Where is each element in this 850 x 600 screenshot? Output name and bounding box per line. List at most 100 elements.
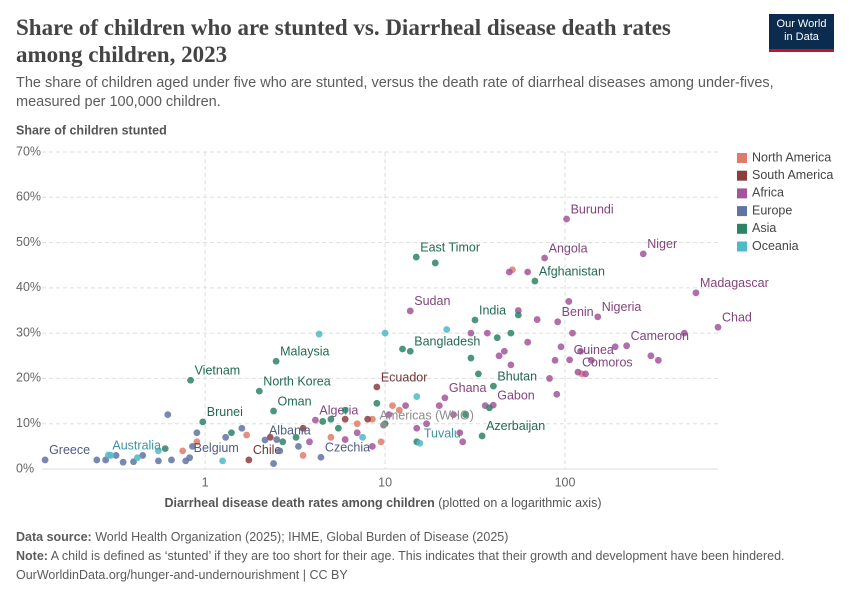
point (486, 404, 493, 412)
y-axis-title: Share of children stunted (16, 123, 167, 137)
legend-swatch (737, 223, 747, 234)
logo[interactable]: Our World in Data (769, 14, 834, 52)
point (155, 457, 162, 465)
x-axis-title-note: (plotted on a logarithmic axis) (438, 496, 601, 510)
point (456, 429, 464, 437)
point (315, 330, 323, 338)
point (193, 429, 201, 437)
point (546, 375, 553, 382)
point (222, 433, 230, 441)
point (435, 402, 443, 409)
point (462, 411, 469, 419)
point-label: Albania (269, 423, 311, 437)
y-tick-label: 0% (16, 461, 34, 475)
point (359, 433, 367, 441)
x-tick-label: 10 (378, 475, 392, 489)
point (406, 347, 414, 355)
point (524, 268, 532, 276)
point (623, 342, 631, 350)
point (514, 311, 522, 319)
point-label: Comoros (582, 355, 633, 369)
point (219, 457, 226, 465)
point-label: Ecuador (381, 370, 428, 384)
point-label: East Timor (420, 240, 480, 254)
point (353, 429, 361, 437)
point (505, 268, 513, 276)
point-label: Gabon (497, 388, 535, 402)
y-tick-label: 30% (16, 325, 41, 339)
point-label: Sudan (414, 294, 450, 308)
point (490, 382, 497, 390)
point (680, 329, 688, 337)
point (577, 347, 584, 355)
point-label: Burundi (571, 202, 614, 216)
y-tick-label: 10% (16, 416, 41, 430)
point (327, 415, 335, 423)
point (553, 390, 561, 398)
x-axis-title: Diarrheal disease death rates among chil… (164, 496, 601, 510)
point-label: Azerbaijan (486, 419, 545, 433)
logo-line: in Data (784, 31, 819, 43)
point (139, 452, 147, 459)
point (582, 370, 589, 378)
point (474, 370, 482, 378)
point-label: Angola (549, 241, 588, 255)
legend-label: South America (752, 168, 833, 182)
point (164, 411, 172, 419)
legend-label: Europe (752, 203, 792, 217)
point (639, 250, 647, 258)
point (594, 313, 602, 321)
point (565, 298, 573, 305)
url[interactable]: OurWorldinData.org/hunger-and-undernouri… (16, 568, 348, 582)
legend-swatch (737, 153, 747, 163)
point (334, 424, 342, 432)
point-label: Brunei (207, 405, 243, 419)
point-label: Cameroon (631, 329, 689, 343)
point-label: Chad (722, 311, 752, 325)
point (261, 436, 269, 444)
point (270, 460, 277, 467)
point (306, 438, 313, 446)
point (714, 323, 722, 331)
point (270, 407, 277, 415)
point-label: Oman (278, 394, 312, 408)
point (431, 259, 439, 267)
point (413, 424, 421, 432)
legend-swatch (737, 188, 747, 199)
point-label: Algeria (319, 403, 358, 417)
point (193, 438, 201, 446)
point (423, 420, 430, 428)
point (541, 254, 549, 262)
source-label: Data source: (16, 530, 92, 544)
point (471, 316, 479, 324)
point (373, 383, 381, 391)
point (179, 447, 187, 455)
point (381, 329, 389, 337)
point-label: Madagascar (700, 276, 769, 290)
y-tick-label: 60% (16, 190, 41, 204)
point (459, 438, 467, 446)
legend-label: North America (752, 150, 831, 164)
point (299, 452, 307, 459)
point (467, 329, 475, 337)
point (373, 399, 381, 407)
point (119, 458, 127, 466)
point-label: Australia (112, 438, 161, 452)
point-label: Benin (562, 305, 594, 319)
point (495, 352, 503, 360)
point (380, 421, 387, 429)
point-label: Niger (647, 237, 677, 251)
x-tick-label: 100 (555, 475, 576, 489)
point (341, 436, 349, 443)
point (587, 356, 595, 364)
point (493, 334, 501, 342)
legend-label: Africa (752, 186, 784, 200)
point-label: Bhutan (497, 369, 537, 383)
footer: Data source: World Health Organization (… (16, 528, 846, 585)
point (243, 431, 251, 439)
y-tick-label: 20% (16, 371, 41, 385)
point (467, 354, 475, 362)
point-label: Czechia (325, 441, 370, 455)
point (507, 329, 515, 337)
point (483, 329, 491, 337)
